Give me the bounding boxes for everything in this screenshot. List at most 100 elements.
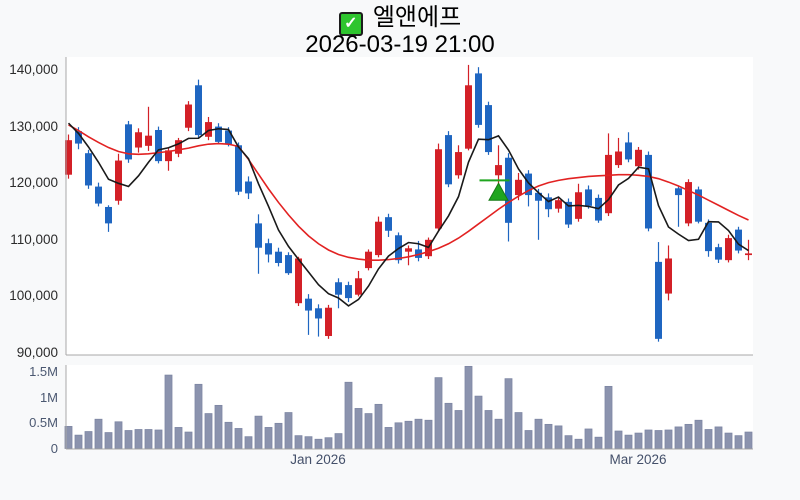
candle-body [185, 104, 192, 128]
candle-body [235, 145, 242, 192]
candle-body [525, 173, 532, 196]
volume-bar [714, 426, 723, 449]
checked-checkbox-icon[interactable]: ✓ [338, 12, 363, 36]
volume-bar [704, 429, 713, 449]
buy-signal-triangle-icon[interactable] [488, 182, 509, 201]
candle-body [305, 298, 312, 311]
volume-bar [524, 430, 533, 449]
candle-body [535, 192, 542, 201]
volume-bar [94, 418, 103, 449]
price-panel [66, 57, 753, 355]
candle-body [215, 126, 222, 142]
candle-body [125, 124, 132, 160]
volume-bar [644, 429, 653, 449]
volume-bar [684, 423, 693, 449]
candle-body [735, 229, 742, 251]
volume-bar [624, 434, 633, 449]
x-label-mar-2026: Mar 2026 [609, 452, 667, 467]
volume-bar [104, 432, 113, 449]
volume-bar [354, 408, 363, 449]
candle-body [695, 189, 702, 222]
volume-bar [404, 420, 413, 449]
volume-bar [424, 419, 433, 449]
volume-bar [194, 383, 203, 449]
candle-body [675, 188, 682, 196]
chart-title-row: ✓ 엘앤에프 [0, 5, 800, 36]
volume-bar [224, 421, 233, 449]
volume-bar [124, 430, 133, 449]
volume-bar [334, 433, 343, 449]
candle-body [515, 179, 522, 196]
candle-body [715, 247, 722, 260]
volume-bar [84, 431, 93, 449]
candle-body [95, 186, 102, 204]
volume-bar [514, 412, 523, 449]
volume-tick-0: 0 [50, 440, 58, 456]
candle-body [355, 278, 362, 295]
volume-bar [734, 435, 743, 449]
volume-bar [594, 436, 603, 449]
candle-body [435, 149, 442, 229]
candle-body [705, 222, 712, 252]
candle-body [605, 154, 612, 214]
ma-short-line [67, 122, 749, 307]
volume-bar [464, 365, 473, 449]
candle-body [375, 221, 382, 256]
volume-bar [654, 430, 663, 449]
volume-bar [184, 431, 193, 449]
volume-bar [414, 418, 423, 449]
volume-bar [264, 427, 273, 449]
candle-body [545, 197, 552, 210]
symbol-name: 엘앤에프 [372, 4, 462, 31]
candle-body [625, 142, 632, 160]
candle-body [485, 105, 492, 153]
volume-bar [564, 435, 573, 449]
candle-body [465, 85, 472, 149]
candle-body [745, 253, 752, 256]
candle-body [505, 157, 512, 223]
candle-body [295, 258, 302, 304]
volume-bar [724, 432, 733, 449]
candle-body [315, 308, 322, 319]
candle-body [115, 160, 122, 201]
candle-body [65, 140, 72, 175]
volume-bar [324, 437, 333, 449]
volume-bar [344, 381, 353, 449]
volume-bar [294, 435, 303, 449]
volume-tick-1m: 1M [39, 389, 58, 405]
volume-bar [534, 418, 543, 449]
volume-bar [544, 423, 553, 449]
volume-bar [374, 403, 383, 449]
volume-bar [304, 436, 313, 449]
candle-body [665, 258, 672, 294]
candle-body [135, 132, 142, 148]
volume-bar [174, 427, 183, 449]
candle-body [205, 122, 212, 137]
volume-bar [504, 378, 513, 449]
candle-body [335, 282, 342, 295]
candle-body [445, 135, 452, 185]
volume-bar [114, 421, 123, 449]
candle-body [345, 285, 352, 299]
candle-body [725, 238, 732, 261]
candle-body [265, 243, 272, 255]
candle-body [195, 85, 202, 136]
volume-bar [134, 429, 143, 449]
candle-body [285, 255, 292, 274]
volume-bar [314, 438, 323, 449]
candle-body [85, 153, 92, 186]
candle-body [225, 130, 232, 145]
volume-bar [214, 404, 223, 449]
volume-bar [694, 419, 703, 449]
volume-bar [604, 385, 613, 449]
price-tick-130000: 130,000 [9, 118, 58, 134]
candle-body [635, 149, 642, 167]
volume-bar [364, 413, 373, 449]
candle-body [415, 249, 422, 258]
ma-long-line [68, 124, 749, 261]
candle-body [145, 135, 152, 146]
candle-body [685, 182, 692, 224]
candle-body [245, 181, 252, 194]
volume-bar [254, 415, 263, 449]
